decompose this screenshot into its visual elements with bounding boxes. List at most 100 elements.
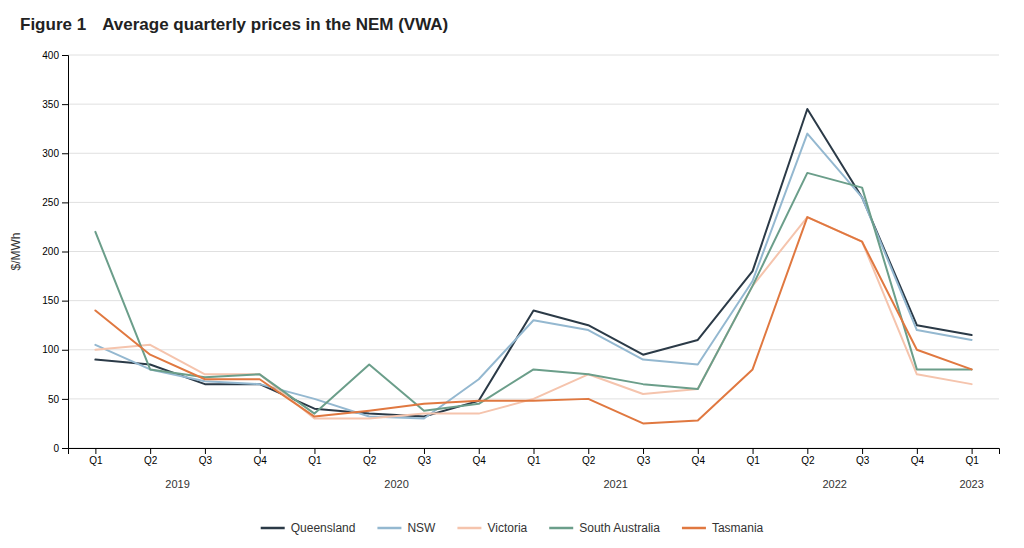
year-label: 2020 [384, 478, 408, 490]
y-tick-mark [62, 399, 68, 400]
x-tick-label: Q4 [473, 455, 487, 466]
y-axis-line [62, 56, 69, 449]
x-tick-mark [972, 448, 973, 454]
y-tick-label: 350 [42, 99, 59, 110]
x-tick: Q3 [637, 448, 651, 466]
x-axis-line [69, 449, 1000, 455]
y-tick-mark [62, 448, 68, 449]
x-tick: Q3 [199, 448, 213, 466]
x-tick: Q4 [473, 448, 487, 466]
x-tick: Q1 [89, 448, 103, 466]
y-tick-label: 50 [48, 394, 60, 405]
x-tick-label: Q2 [801, 455, 815, 466]
y-tick: 100 [42, 344, 68, 355]
grid-line [68, 202, 999, 203]
y-tick-label: 0 [53, 443, 59, 454]
x-tick-label: Q1 [746, 455, 760, 466]
x-tick: Q2 [582, 448, 596, 466]
x-tick-mark [588, 448, 589, 454]
x-tick: Q4 [254, 448, 268, 466]
legend-label: Victoria [487, 521, 527, 535]
x-tick: Q2 [801, 448, 815, 466]
legend-item: Tasmania [682, 521, 764, 535]
x-tick-label: Q3 [856, 455, 870, 466]
grid [68, 55, 999, 448]
x-axis: Q1Q2Q3Q4Q1Q2Q3Q4Q1Q2Q3Q4Q1Q2Q3Q4Q1 [69, 448, 1000, 466]
x-tick-mark [807, 448, 808, 454]
x-tick-mark [150, 448, 151, 454]
x-tick: Q1 [308, 448, 322, 466]
legend-label: Tasmania [712, 521, 764, 535]
x-tick: Q4 [692, 448, 706, 466]
x-tick-mark [205, 448, 206, 454]
x-tick-mark [917, 448, 918, 454]
legend-swatch [682, 527, 706, 530]
x-tick-label: Q4 [254, 455, 268, 466]
grid-line [68, 349, 999, 350]
year-label: 2023 [959, 478, 983, 490]
y-tick: 0 [53, 443, 68, 454]
grid-line [68, 153, 999, 154]
x-tick: Q2 [144, 448, 158, 466]
y-tick-label: 400 [42, 50, 59, 61]
series-line [95, 134, 971, 419]
x-tick: Q3 [856, 448, 870, 466]
y-tick: 150 [42, 295, 68, 306]
grid-line [68, 55, 999, 56]
x-tick-label: Q4 [692, 455, 706, 466]
x-tick-mark [424, 448, 425, 454]
y-tick-label: 100 [42, 344, 59, 355]
x-tick-label: Q1 [527, 455, 541, 466]
x-tick-label: Q2 [144, 455, 158, 466]
x-tick-mark [95, 448, 96, 454]
x-tick-mark [260, 448, 261, 454]
x-tick: Q1 [965, 448, 979, 466]
y-tick-label: 200 [42, 246, 59, 257]
x-tick-mark [479, 448, 480, 454]
x-tick-label: Q3 [199, 455, 213, 466]
x-tick-label: Q1 [308, 455, 322, 466]
grid-line [68, 251, 999, 252]
x-tick-label: Q1 [89, 455, 103, 466]
series-line [95, 173, 971, 414]
y-tick-mark [62, 350, 68, 351]
grid-line [68, 104, 999, 105]
chart-title: Average quarterly prices in the NEM (VWA… [102, 15, 448, 34]
legend-item: South Australia [549, 521, 660, 535]
y-tick: 300 [42, 148, 68, 159]
series-line [95, 217, 971, 423]
y-tick: 350 [42, 99, 68, 110]
y-tick-mark [62, 104, 68, 105]
legend-swatch [549, 527, 573, 530]
y-tick-mark [62, 252, 68, 253]
y-tick-label: 250 [42, 197, 59, 208]
y-axis: 0 50 100 150 200 250 300 350 400 [42, 50, 68, 454]
x-tick-mark [369, 448, 370, 454]
series-line [95, 217, 971, 418]
legend-item: NSW [377, 521, 436, 535]
legend-item: Victoria [457, 521, 527, 535]
x-tick: Q4 [911, 448, 925, 466]
legend-swatch [457, 527, 481, 530]
y-tick: 50 [48, 394, 68, 405]
year-label: 2022 [822, 478, 846, 490]
chart-svg: Figure 1 Average quarterly prices in the … [0, 0, 1024, 548]
x-tick-label: Q3 [637, 455, 651, 466]
plot-area [95, 109, 971, 423]
figure-label: Figure 1 [20, 15, 86, 34]
legend-label: NSW [407, 521, 436, 535]
x-tick-label: Q2 [582, 455, 596, 466]
legend: Queensland NSW Victoria South Australia Tasm… [261, 521, 764, 535]
y-tick-mark [62, 202, 68, 203]
legend-item: Queensland [261, 521, 356, 535]
y-tick-mark [62, 55, 68, 56]
x-tick-label: Q4 [911, 455, 925, 466]
year-label: 2019 [165, 478, 189, 490]
x-tick-mark [862, 448, 863, 454]
y-axis-title: $/MWh [9, 232, 23, 270]
x-tick-label: Q3 [418, 455, 432, 466]
annotations: 20192020202120222023 [165, 478, 984, 490]
x-tick-mark [753, 448, 754, 454]
y-tick-mark [62, 301, 68, 302]
legend-swatch [261, 527, 285, 530]
